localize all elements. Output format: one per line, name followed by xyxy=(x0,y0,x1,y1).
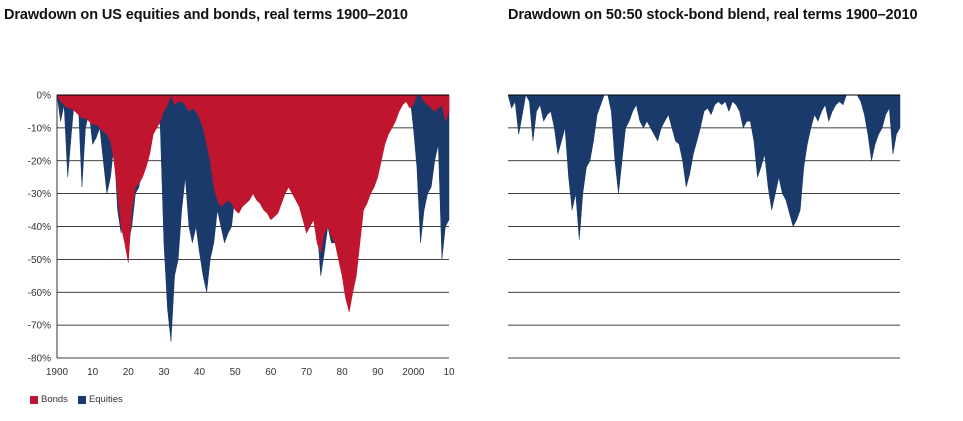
x-tick-label: 70 xyxy=(301,367,313,378)
right-chart-title: Drawdown on 50:50 stock-bond blend, real… xyxy=(508,7,918,23)
x-tick-label: 1900 xyxy=(46,367,69,378)
left-chart-title: Drawdown on US equities and bonds, real … xyxy=(4,7,408,23)
y-tick-label: -70% xyxy=(28,321,51,332)
x-tick-label: 90 xyxy=(372,367,384,378)
x-tick-label: 40 xyxy=(194,367,206,378)
legend-item-equities: Equities xyxy=(77,394,123,405)
y-tick-label: -20% xyxy=(28,156,51,167)
blend-series-area xyxy=(507,94,901,240)
y-tick-label: -80% xyxy=(28,354,51,365)
x-tick-label: 80 xyxy=(337,367,349,378)
legend-swatch-equities xyxy=(77,395,86,404)
x-tick-label: 10 xyxy=(87,367,99,378)
legend-label-equities: Equities xyxy=(88,394,123,405)
x-tick-label: 10 xyxy=(443,367,455,378)
chart-legend: Bonds Equities xyxy=(30,394,127,405)
x-tick-label: 20 xyxy=(123,367,135,378)
y-tick-label: -60% xyxy=(28,288,51,299)
y-tick-label: -10% xyxy=(28,123,51,134)
y-tick-label: -30% xyxy=(28,189,51,200)
x-tick-label: 50 xyxy=(230,367,242,378)
y-tick-label: -50% xyxy=(28,255,51,266)
bonds-series-area xyxy=(56,94,450,313)
y-tick-label: -40% xyxy=(28,222,51,233)
y-tick-label: 0% xyxy=(37,91,52,102)
legend-label-bonds: Bonds xyxy=(41,394,68,405)
x-tick-label: 30 xyxy=(158,367,170,378)
legend-swatch-bonds xyxy=(30,395,38,404)
x-tick-label: 2000 xyxy=(402,367,425,378)
x-tick-label: 60 xyxy=(265,367,277,378)
legend-item-bonds: Bonds xyxy=(30,394,68,405)
